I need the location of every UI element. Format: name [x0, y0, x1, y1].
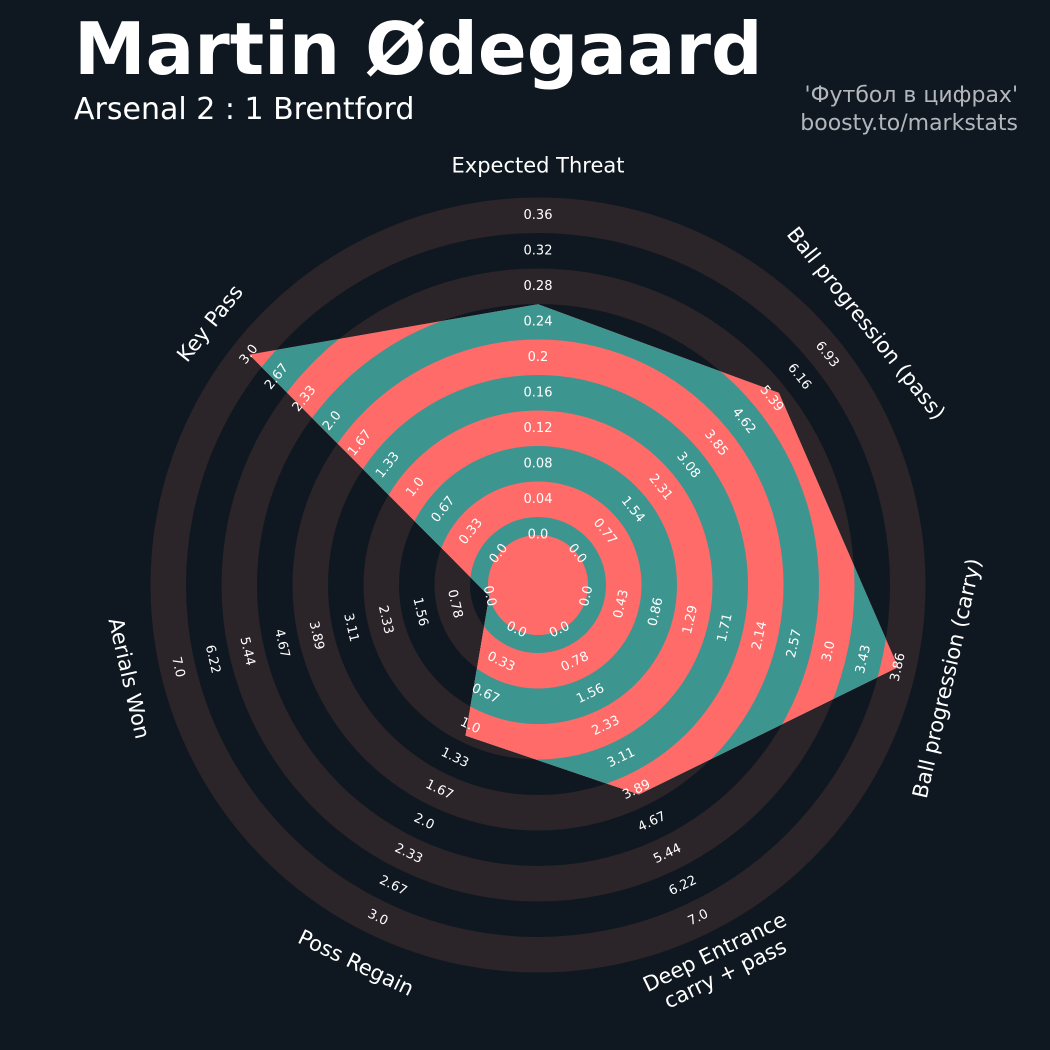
ring-tick-label: 0.0	[528, 528, 549, 543]
ring-tick-label: 7.0	[168, 655, 187, 679]
player-name-title: Martin Ødegaard	[74, 7, 763, 91]
ring-tick-label: 0.78	[444, 588, 465, 620]
ring-tick-label: 0.2	[528, 350, 549, 365]
ring-tick-label: 2.33	[375, 604, 396, 636]
ring-tick-label: 0.43	[611, 588, 632, 620]
ring-tick-label: 4.67	[271, 628, 292, 660]
ring-tick-label: 0.08	[524, 457, 553, 472]
credit-block: 'Футбол в цифрах' boosty.to/markstats	[800, 82, 1018, 138]
param-label: Aerials Won	[104, 615, 155, 741]
param-label: Expected Threat	[452, 154, 625, 178]
ring-tick-label: 1.71	[715, 612, 736, 644]
center-disc	[488, 535, 588, 635]
ring-tick-label: 0.24	[524, 315, 553, 330]
ring-tick-label: 2.14	[749, 620, 770, 652]
ring-tick-label: 0.86	[645, 596, 666, 628]
credit-line-link: boosty.to/markstats	[800, 111, 1018, 136]
ring-tick-label: 0.0	[577, 584, 596, 608]
ring-tick-label: 0.32	[524, 244, 553, 259]
ring-tick-label: 0.12	[524, 421, 553, 436]
ring-tick-label: 3.11	[340, 612, 361, 644]
ring-tick-label: 0.0	[480, 584, 499, 608]
ring-tick-label: 3.0	[819, 640, 838, 664]
ring-tick-label: 1.29	[680, 604, 701, 636]
ring-tick-label: 3.43	[853, 644, 874, 676]
match-subtitle: Arsenal 2 : 1 Brentford	[74, 92, 415, 127]
ring-tick-label: 1.56	[409, 596, 430, 628]
ring-tick-label: 3.86	[888, 651, 909, 683]
ring-tick-label: 5.44	[236, 636, 257, 668]
ring-tick-label: 0.16	[524, 386, 553, 401]
ring-tick-label: 0.04	[524, 492, 553, 507]
credit-line-source: 'Футбол в цифрах'	[804, 83, 1018, 108]
ring-tick-label: 3.89	[306, 620, 327, 652]
ring-tick-label: 2.57	[784, 628, 805, 660]
ring-tick-label: 0.28	[524, 279, 553, 294]
ring-tick-label: 0.36	[524, 208, 553, 223]
ring-tick-label: 6.22	[202, 644, 223, 676]
